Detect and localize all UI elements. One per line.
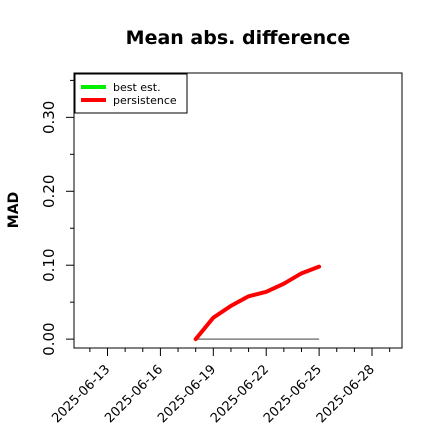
legend-box [74,73,188,114]
series-line-persistence [193,264,322,342]
legend: best est.persistence [74,73,188,114]
legend-label: persistence [113,94,177,107]
chart-title: Mean abs. difference [126,27,351,49]
y-tick-label: 0.00 [40,322,58,355]
y-tick-label: 0.10 [40,249,58,282]
legend-label: best est. [113,81,161,94]
y-axis: 0.00 0.10 0.20 0.30 [40,79,74,356]
y-tick-label: 0.20 [40,175,58,208]
x-axis: 2025-06-132025-06-162025-06-192025-06-22… [49,348,391,426]
plot-frame [73,72,403,349]
y-tick-label: 0.30 [40,101,58,134]
series-layer [193,264,322,342]
y-axis-label: MAD [6,192,22,228]
